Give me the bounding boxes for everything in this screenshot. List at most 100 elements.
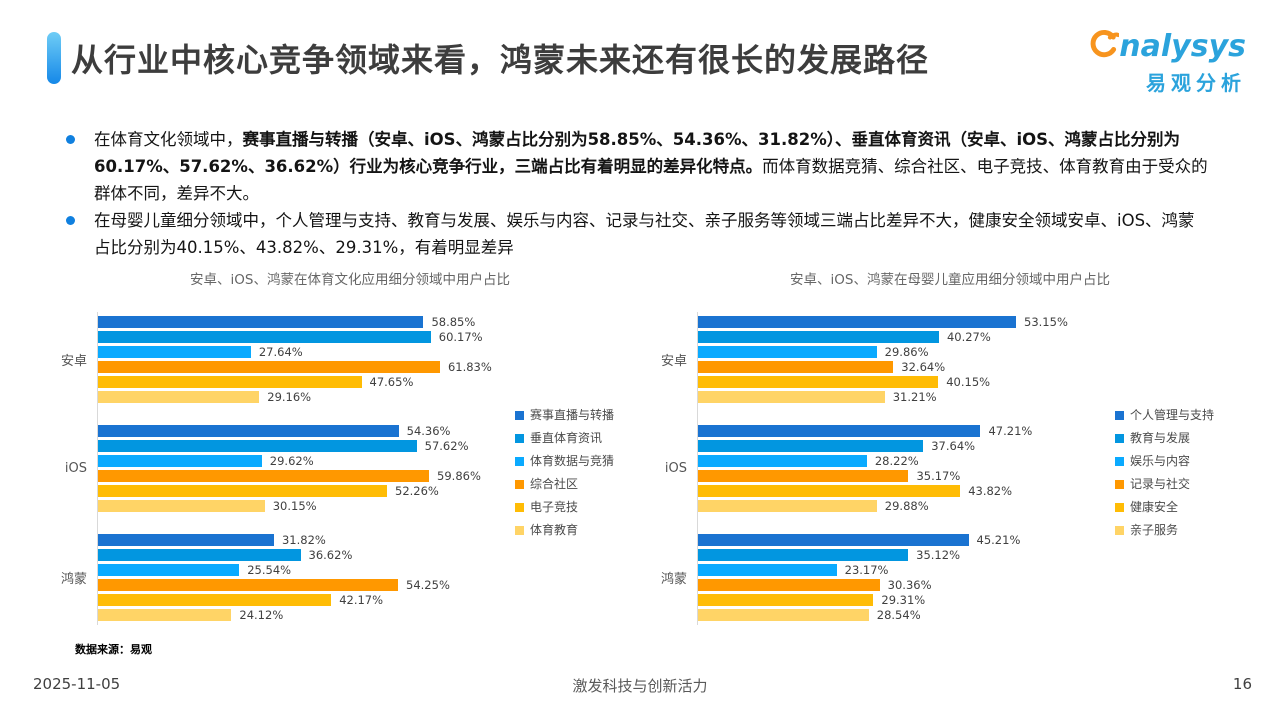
legend-label: 亲子服务 xyxy=(1130,523,1179,537)
category-label: 安卓 xyxy=(60,354,87,369)
bar-value-label: 45.21% xyxy=(976,533,1021,547)
legend-item: 娱乐与内容 xyxy=(1115,454,1214,469)
bar-value-label: 59.86% xyxy=(437,469,481,483)
bar xyxy=(698,376,939,388)
bullet-item: 在母婴儿童细分领域中，个人管理与支持、教育与发展、娱乐与内容、记录与社交、亲子服… xyxy=(66,207,1211,261)
legend-item: 综合社区 xyxy=(515,477,614,492)
legend-label: 体育数据与竞猜 xyxy=(530,454,615,468)
bar-value-label: 29.16% xyxy=(267,390,312,404)
footer-date: 2025-11-05 xyxy=(33,675,121,693)
bar xyxy=(98,425,399,437)
legend-item: 体育教育 xyxy=(515,523,614,538)
bar-row: 32.64% xyxy=(698,360,1063,374)
legend-item: 健康安全 xyxy=(1115,500,1214,515)
bar xyxy=(698,500,877,512)
bar-row: 29.16% xyxy=(98,390,463,404)
bar xyxy=(698,361,894,373)
bar-group: 58.85% 60.17% 27.64% 61.83% 47.65% 29.16% xyxy=(98,315,492,404)
bar-value-label: 29.31% xyxy=(881,593,926,607)
bar-value-label: 37.64% xyxy=(931,439,976,453)
charts-row: 安卓、iOS、鸿蒙在体育文化应用细分领域中用户占比安卓 iOS 鸿蒙 58.85% 60… xyxy=(60,268,1240,625)
analysys-logo: nalysys 易观分析 xyxy=(1086,28,1246,96)
logo-brand-text: nalysys xyxy=(1119,28,1246,64)
bar xyxy=(98,485,387,497)
bar xyxy=(698,564,837,576)
legend-swatch-icon xyxy=(1115,457,1124,466)
chart-sports-culture: 安卓、iOS、鸿蒙在体育文化应用细分领域中用户占比 安卓 iOS 鸿蒙 58.85% 60… xyxy=(60,268,640,625)
bar-row: 60.17% xyxy=(98,330,483,344)
bar xyxy=(698,594,874,606)
bar-value-label: 40.27% xyxy=(946,330,991,344)
bullet-segment-bold: 赛事直播与转播（安卓、iOS、鸿蒙占比分别为58.85%、54.36%、31.8… xyxy=(94,130,1181,176)
bar-row: 47.21% xyxy=(698,424,1063,438)
bar xyxy=(698,549,909,561)
logo-brand-row: nalysys xyxy=(1086,28,1246,65)
title-accent-bar xyxy=(47,32,61,84)
bar xyxy=(98,391,260,403)
bar-group: 45.21% 35.12% 23.17% 30.36% 29.31% 28.54% xyxy=(698,533,1063,622)
data-source-note: 数据来源：易观 xyxy=(75,643,152,656)
bar-group: 31.82% 36.62% 25.54% 54.25% 42.17% 24.12% xyxy=(98,533,463,622)
bar-value-label: 30.36% xyxy=(887,578,932,592)
bar-value-label: 57.62% xyxy=(424,439,469,453)
bullet-segment: 在母婴儿童细分领域中，个人管理与支持、教育与发展、娱乐与内容、记录与社交、亲子服… xyxy=(94,211,1195,257)
bullet-text: 在体育文化领域中，赛事直播与转播（安卓、iOS、鸿蒙占比分别为58.85%、54… xyxy=(94,126,1211,207)
bar xyxy=(98,440,417,452)
bar-row: 47.65% xyxy=(98,375,463,389)
bar xyxy=(98,534,274,546)
bar-value-label: 30.15% xyxy=(272,499,317,513)
bar-value-label: 29.88% xyxy=(884,499,929,513)
bar-value-label: 35.17% xyxy=(916,469,961,483)
category-label: iOS xyxy=(664,461,687,476)
bar xyxy=(698,425,981,437)
legend-swatch-icon xyxy=(1115,480,1124,489)
bar-row: 36.62% xyxy=(98,548,463,562)
category-label: iOS xyxy=(64,461,87,476)
bar xyxy=(98,316,424,328)
chart-plot-area: 安卓 iOS 鸿蒙 53.15% 40.27% 29.86% 32.64% 40.15% 31.… xyxy=(660,312,1240,625)
bar-row: 29.86% xyxy=(698,345,1063,359)
category-axis: 安卓 iOS 鸿蒙 xyxy=(660,312,697,625)
category-label: 鸿蒙 xyxy=(660,572,687,587)
bar xyxy=(98,564,240,576)
chart-plot-area: 安卓 iOS 鸿蒙 58.85% 60.17% 27.64% 61.83% 47.65% 29.… xyxy=(60,312,640,625)
bar-row: 31.21% xyxy=(698,390,1063,404)
bar-row: 30.36% xyxy=(698,578,1063,592)
bar-value-label: 35.12% xyxy=(916,548,960,562)
bar xyxy=(98,346,251,358)
legend-swatch-icon xyxy=(515,526,524,535)
footer-slogan: 激发科技与创新活力 xyxy=(572,677,708,695)
bar xyxy=(698,534,969,546)
logo-brand-cn: 易观分析 xyxy=(1146,71,1246,95)
legend-swatch-icon xyxy=(1115,434,1124,443)
bar xyxy=(98,361,440,373)
bar-row: 28.22% xyxy=(698,454,1063,468)
bar xyxy=(98,579,399,591)
bar-row: 29.88% xyxy=(698,499,1063,513)
chart-title: 安卓、iOS、鸿蒙在体育文化应用细分领域中用户占比 xyxy=(190,272,510,288)
bar-group: 47.21% 37.64% 28.22% 35.17% 43.82% 29.88% xyxy=(698,424,1063,513)
bullet-segment: 而体育数据竞猜、综合社区、电子竞技、体育教育由于受众的群体不同，差异不大。 xyxy=(94,157,1208,203)
bar xyxy=(698,440,924,452)
bar-value-label: 43.82% xyxy=(968,484,1013,498)
legend-label: 体育教育 xyxy=(530,523,579,537)
bar-row: 23.17% xyxy=(698,563,1063,577)
bar-row: 54.36% xyxy=(98,424,463,438)
bar-value-label: 47.21% xyxy=(988,424,1033,438)
bar-row: 24.12% xyxy=(98,608,463,622)
bar-row: 52.26% xyxy=(98,484,463,498)
chart-legend: 赛事直播与转播 垂直体育资讯 体育数据与竞猜 综合社区 电子竞技 体育教育 xyxy=(515,408,614,538)
chart-title: 安卓、iOS、鸿蒙在母婴儿童应用细分领域中用户占比 xyxy=(790,272,1110,288)
bar-row: 28.54% xyxy=(698,608,1063,622)
legend-swatch-icon xyxy=(515,411,524,420)
bar-value-label: 25.54% xyxy=(247,563,292,577)
legend-swatch-icon xyxy=(1115,526,1124,535)
chart-legend: 个人管理与支持 教育与发展 娱乐与内容 记录与社交 健康安全 亲子服务 xyxy=(1115,408,1214,538)
bar xyxy=(698,346,877,358)
bar-row: 40.15% xyxy=(698,375,1063,389)
bullet-dot-icon xyxy=(66,216,75,225)
bar-value-label: 32.64% xyxy=(901,360,946,374)
legend-label: 电子竞技 xyxy=(530,500,579,514)
bars-area: 58.85% 60.17% 27.64% 61.83% 47.65% 29.16% 54.3… xyxy=(97,312,492,625)
